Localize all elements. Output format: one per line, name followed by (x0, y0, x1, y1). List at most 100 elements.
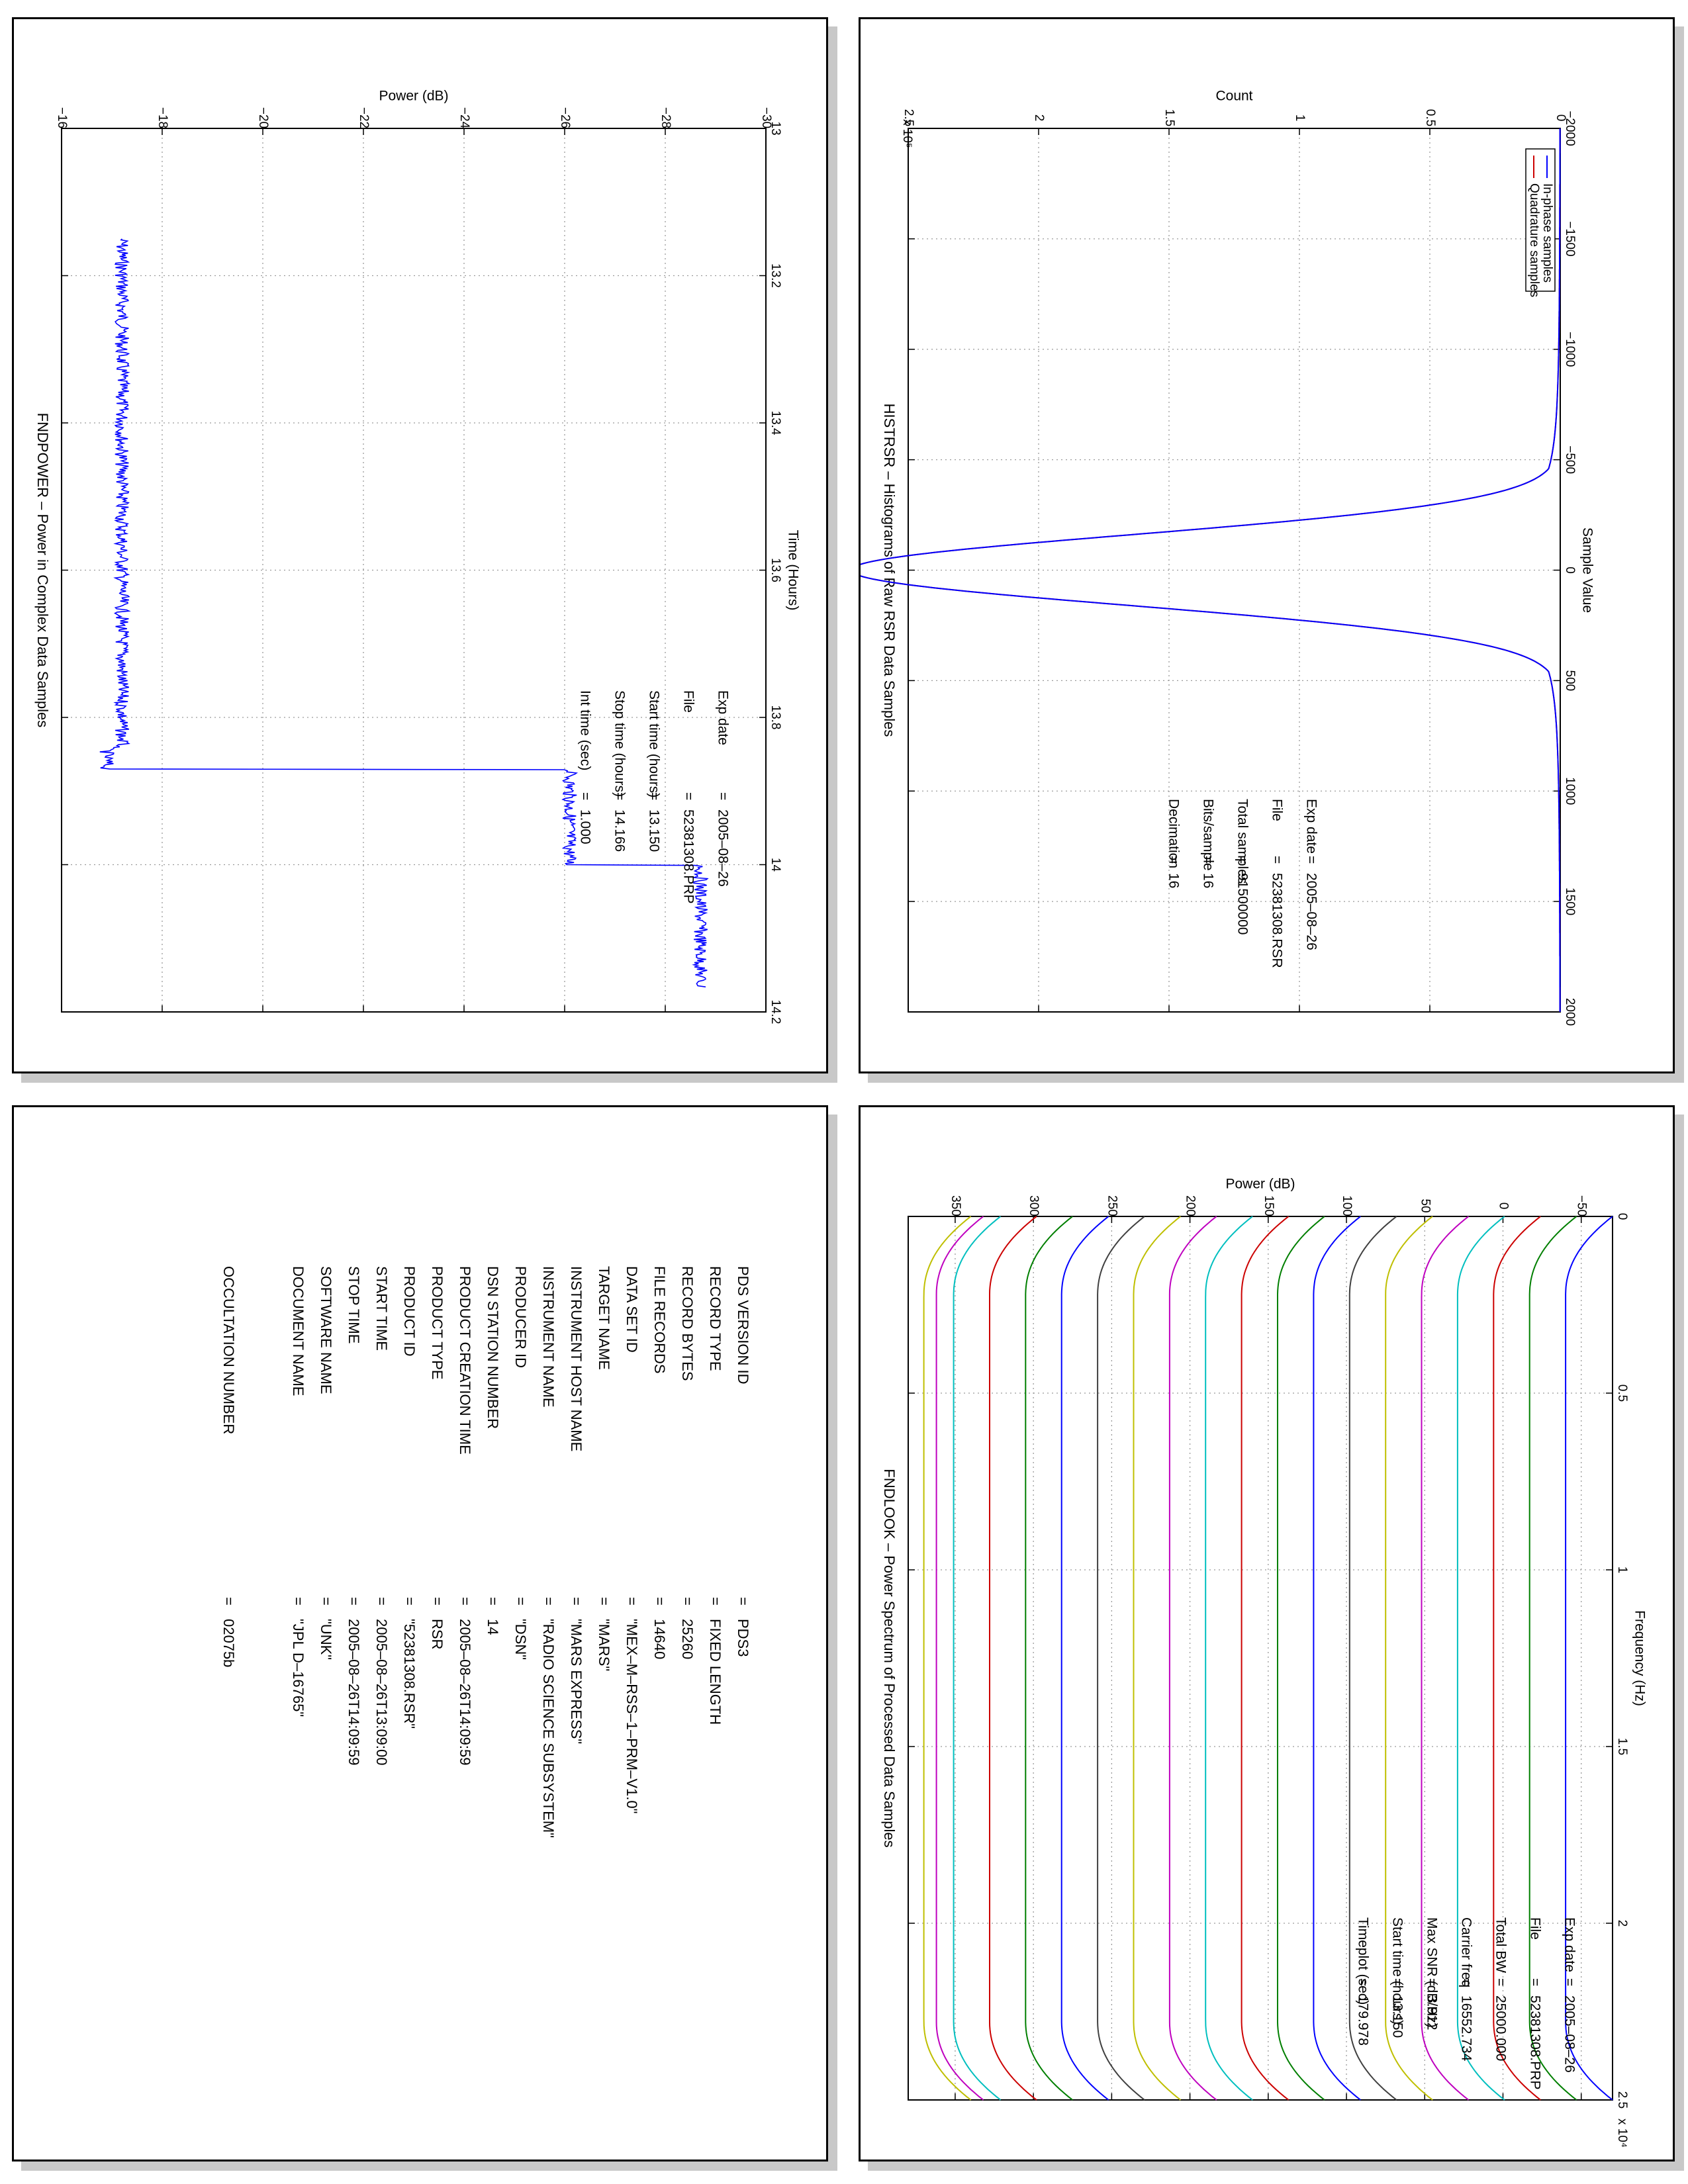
panel-fndpower: 13 13.2 13.4 13.6 13.8 14 14.2 −30 −28 −26 −24 −22 −… (12, 17, 828, 1073)
annotation-equals: = (1200, 856, 1215, 864)
x-tick-label: 500 (1563, 670, 1577, 692)
x-tick-label: 2 (1615, 1920, 1629, 1927)
metadata-equals: = (290, 1597, 306, 1606)
fndlook-chart: 0 0.5 1 1.5 2 2.5 −50 0 50 100 150 200 250 300 350 Freq… (881, 1177, 1647, 2148)
y-tick-label: 200 (1184, 1195, 1197, 1216)
annotation-equals: = (1527, 1978, 1542, 1986)
x-tick-label: 13.6 (769, 558, 782, 582)
y-tick-label: −28 (659, 107, 673, 128)
metadata-key: INSTRUMENT NAME (540, 1266, 557, 1408)
x-tick-label: 1.5 (1615, 1738, 1629, 1755)
spectrum-line (1060, 1216, 1109, 2101)
annotation-equals: = (577, 792, 592, 800)
x-tick-label: 1000 (1563, 777, 1577, 805)
histrsr-chart: −2000 −1500 −1000 −500 0 500 1000 1500 2000 0 0.5 1… (861, 89, 1595, 1026)
annotation-value: 14.166 (612, 809, 627, 852)
panel-histrsr: −2000 −1500 −1000 −500 0 500 1000 1500 2000 0 0.5 1… (859, 17, 1675, 1073)
metadata-equals: = (596, 1597, 612, 1606)
spectrum-line (1097, 1216, 1145, 2101)
metadata-equals: = (457, 1597, 473, 1606)
annotation-label: Bits/sample (1200, 799, 1215, 871)
y-tick-label: −20 (256, 107, 270, 128)
annotation-label: File (1269, 799, 1284, 821)
y-tick-label: 150 (1262, 1195, 1276, 1216)
metadata-value: PDS3 (735, 1619, 751, 1657)
y-tick-label: 350 (949, 1195, 962, 1216)
y-tick-label: 0 (1496, 1203, 1510, 1210)
metadata-equals: = (679, 1597, 696, 1606)
y-tick-label: −26 (558, 107, 572, 128)
annotation-equals: = (1493, 1978, 1508, 1986)
y-tick-label: 50 (1418, 1199, 1432, 1212)
metadata-value: FIXED LENGTH (707, 1619, 724, 1725)
x-multiplier: x 10⁴ (1615, 2118, 1629, 2148)
spectrum-line (1456, 1216, 1505, 2101)
y-tick-label: −50 (1575, 1195, 1589, 1216)
spectrum-line (1421, 1216, 1470, 2101)
metadata-key: PRODUCT CREATION TIME (457, 1266, 473, 1455)
x-tick-label: 0 (1615, 1213, 1629, 1220)
annotation-label: Int time (sec) (577, 690, 592, 770)
spectrum-line (1313, 1216, 1361, 2101)
annotation-label: Total samples (1235, 799, 1250, 884)
annotation-value: 52381308.PRP (1527, 1995, 1542, 2089)
occultation-key: OCCULTATION NUMBER (220, 1266, 237, 1434)
metadata-equals: = (735, 1597, 751, 1606)
metadata-key: STOP TIME (346, 1266, 362, 1343)
y-tick-label: −16 (55, 107, 69, 128)
x-tick-label: 0.5 (1615, 1385, 1629, 1402)
legend-entry: Quadrature samples (1527, 183, 1541, 297)
x-tick-label: 0 (1563, 567, 1577, 574)
metadata-key: PRODUCT TYPE (429, 1266, 445, 1380)
annotation-label: Carrier freq (1458, 1917, 1474, 1987)
x-axis-label: Sample Value (1579, 527, 1595, 613)
x-tick-label: 14 (769, 858, 782, 872)
annotation-value: 52381308.RSR (1269, 873, 1284, 968)
spectrum-line (923, 1216, 972, 2101)
spectrum-line (935, 1216, 984, 2101)
metadata-value: "MEX–M–RSS–1–PRM–V1.0" (624, 1619, 640, 1813)
spectrum-line (1528, 1216, 1577, 2101)
y-tick-label: −30 (759, 107, 773, 128)
y-tick-label: −22 (357, 107, 371, 128)
metadata-equals: = (346, 1597, 362, 1606)
chart-title: HISTRSR – Histograms of Raw RSR Data Sam… (881, 404, 898, 737)
annotation-value: 2005–08–26 (715, 809, 730, 887)
metadata-value: "DSN" (512, 1619, 529, 1660)
annotation-label: Start time (hours) (646, 690, 661, 797)
metadata-equals: = (624, 1597, 640, 1606)
annotation-value: 25000.000 (1493, 1995, 1508, 2061)
spectrum-line (1348, 1216, 1397, 2101)
annotation-label: Exp date (1303, 799, 1319, 854)
metadata-key: INSTRUMENT HOST NAME (568, 1266, 585, 1451)
metadata-equals: = (429, 1597, 445, 1606)
metadata-key: PDS VERSION ID (735, 1266, 751, 1384)
occultation-value: 02075b (220, 1619, 237, 1667)
y-tick-label: 1 (1293, 114, 1307, 122)
metadata-value: "RADIO SCIENCE SUBSYSTEM" (540, 1619, 557, 1838)
spectrum-line (1168, 1216, 1217, 2101)
legend-entry: In-phase samples (1540, 183, 1554, 283)
metadata-equals: = (540, 1597, 557, 1606)
spectrum-line (953, 1216, 1002, 2101)
metadata-equals: = (318, 1597, 334, 1606)
y-tick-label: 0 (1554, 114, 1568, 122)
x-tick-label: 14.2 (769, 1000, 782, 1024)
annotation-equals: = (1355, 1978, 1370, 1986)
y-axis-label: Power (dB) (1225, 1177, 1295, 1192)
annotation-value: 1.000 (577, 809, 592, 844)
spectrum-line (1241, 1216, 1289, 2101)
annotation-label: Stop time (hours) (612, 690, 627, 797)
metadata-equals: = (651, 1597, 668, 1606)
metadata-value: "MARS" (596, 1619, 612, 1671)
annotation-value: 13.150 (1389, 1995, 1405, 2038)
annotation-equals: = (1166, 856, 1181, 864)
metadata-value: "UNK" (318, 1619, 334, 1660)
y-tick-label: 0.5 (1423, 109, 1437, 126)
plot-area (908, 1216, 1613, 2101)
y-tick-label: 100 (1340, 1195, 1354, 1216)
annotation-equals: = (1458, 1978, 1474, 1986)
annotation-value: 52381308.PRP (680, 809, 696, 903)
metadata-key: RECORD BYTES (679, 1266, 696, 1381)
metadata-equals: = (512, 1597, 529, 1606)
